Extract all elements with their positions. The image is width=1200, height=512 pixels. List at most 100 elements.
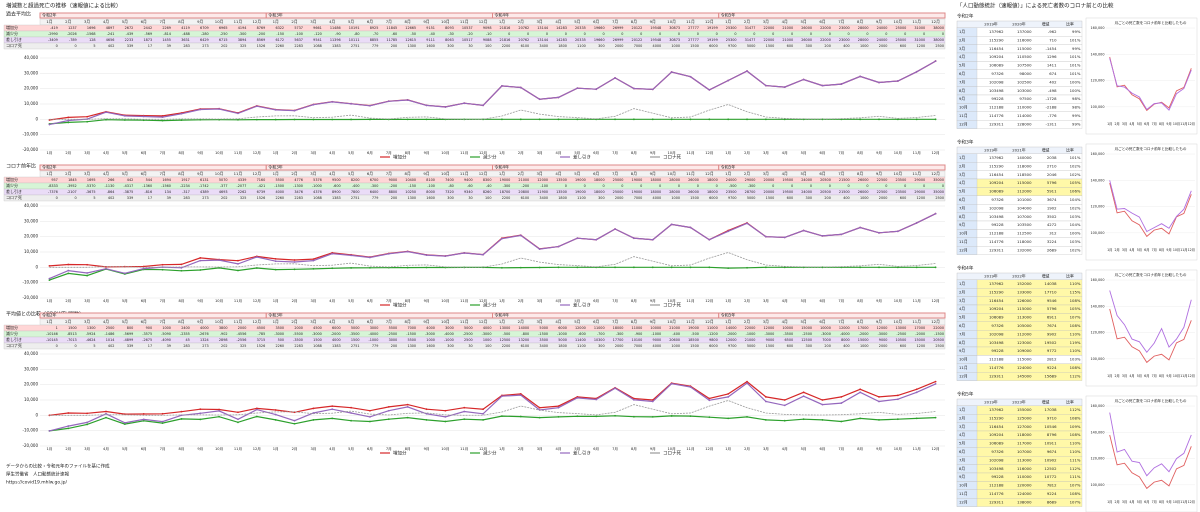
- x-tick-label: 8月: [178, 446, 184, 451]
- table-cell: -600: [578, 332, 586, 336]
- x-tick-label: 4月: [556, 298, 562, 303]
- table-cell: 117000: [1017, 441, 1032, 446]
- point: [48, 277, 51, 280]
- x-tick-label: 10月: [668, 150, 676, 155]
- x-tick-label: 9月: [1166, 122, 1171, 126]
- month-header: 2月: [744, 171, 750, 176]
- point: [840, 396, 843, 398]
- table-cell: 5500: [275, 178, 284, 182]
- table-cell: 11000: [594, 326, 605, 330]
- table-cell: 3400: [539, 344, 548, 348]
- table-cell: 97500: [1019, 96, 1032, 101]
- x-tick-label: 11月: [913, 150, 921, 155]
- table-cell: 6322: [275, 26, 284, 30]
- table-cell: 2260: [275, 196, 284, 200]
- table-cell: 1526: [257, 344, 266, 348]
- table-cell: 1500: [766, 44, 775, 48]
- table-cell: 1100: [577, 344, 586, 348]
- month-label: 11月: [959, 365, 968, 370]
- x-tick-label: 7月: [386, 446, 392, 451]
- point: [406, 416, 409, 419]
- month-header: 10月: [894, 319, 903, 324]
- year-cell: [265, 312, 493, 319]
- y-tick-label: 30,000: [24, 366, 38, 371]
- month-header: 9月: [650, 19, 656, 24]
- y-tick-label: 10,000: [24, 249, 38, 254]
- point: [161, 412, 164, 415]
- table-cell: 20762: [518, 26, 529, 30]
- table-cell: 2269: [162, 26, 171, 30]
- table-cell: 1800: [558, 44, 567, 48]
- point: [501, 415, 503, 417]
- table-cell: 10191: [349, 26, 360, 30]
- point: [708, 399, 711, 402]
- table-cell: 109204: [989, 432, 1004, 437]
- point: [48, 279, 51, 282]
- table-cell: 0: [942, 184, 944, 188]
- point: [934, 60, 937, 62]
- x-tick-label: 8月: [405, 446, 411, 451]
- point: [67, 427, 70, 430]
- point: [293, 261, 296, 263]
- point: [633, 87, 635, 90]
- table-cell: 1000: [860, 44, 869, 48]
- point: [595, 415, 598, 418]
- x-tick-label: 11月: [686, 150, 694, 155]
- x-tick-label: 10月: [894, 446, 902, 451]
- point: [557, 405, 560, 408]
- month-header: 12月: [931, 171, 940, 176]
- point: [425, 104, 428, 107]
- point: [482, 253, 484, 256]
- table-cell: -776: [1048, 113, 1057, 118]
- row-label: コロナ死: [6, 342, 22, 348]
- x-tick-label: 7月: [160, 446, 166, 451]
- table-cell: 6715: [219, 38, 228, 42]
- table-cell: 31000: [914, 26, 925, 30]
- point: [614, 414, 616, 417]
- point: [161, 420, 164, 423]
- table-cell: 2200: [502, 344, 511, 348]
- x-tick-label: 2月: [1115, 374, 1120, 378]
- table-cell: 99228: [991, 348, 1004, 353]
- table-cell: 5070: [219, 178, 228, 182]
- x-tick-label: 7月: [1152, 374, 1157, 378]
- table-cell: 6000: [709, 44, 718, 48]
- table-cell: 134: [164, 190, 170, 194]
- mini-line: [1109, 56, 1192, 112]
- point: [633, 266, 635, 269]
- table-cell: 5911: [1047, 189, 1057, 194]
- table-cell: 25000: [895, 26, 906, 30]
- table-cell: 12665: [405, 26, 416, 30]
- x-tick-label: 8月: [631, 446, 637, 451]
- table-cell: 202: [221, 344, 227, 348]
- x-tick-label: 7月: [160, 150, 166, 155]
- point: [369, 409, 371, 412]
- table-cell: 21000: [669, 326, 680, 330]
- table-cell: 24000: [877, 38, 888, 42]
- point: [237, 112, 239, 115]
- table-cell: 8769: [257, 26, 266, 30]
- table-cell: 17700: [613, 338, 624, 342]
- table-cell: 300: [806, 344, 812, 348]
- page-title: 増減数と超過死亡の推移（速報値による比較）: [6, 2, 121, 10]
- table-cell: 0: [56, 44, 58, 48]
- month-header: 9月: [197, 19, 203, 24]
- table-cell: 118000: [1017, 163, 1032, 168]
- column-header: 増減: [1042, 400, 1050, 405]
- x-tick-label: 8月: [857, 298, 863, 303]
- column-header: 2020年: [1012, 22, 1026, 27]
- table-cell: 21000: [518, 178, 529, 182]
- table-cell: -3000: [482, 332, 492, 336]
- point: [633, 415, 635, 418]
- x-tick-label: 9月: [876, 446, 882, 451]
- table-cell: 108%: [1070, 365, 1081, 370]
- table-cell: 4897: [106, 26, 115, 30]
- table-cell: 1000: [860, 344, 869, 348]
- table-cell: 0: [772, 32, 774, 36]
- table-cell: 283: [183, 196, 189, 200]
- table-cell: 110%: [1070, 441, 1081, 446]
- table-cell: 145000: [1017, 373, 1032, 378]
- table-cell: 104000: [1017, 205, 1032, 210]
- point: [821, 399, 824, 401]
- point: [86, 421, 89, 424]
